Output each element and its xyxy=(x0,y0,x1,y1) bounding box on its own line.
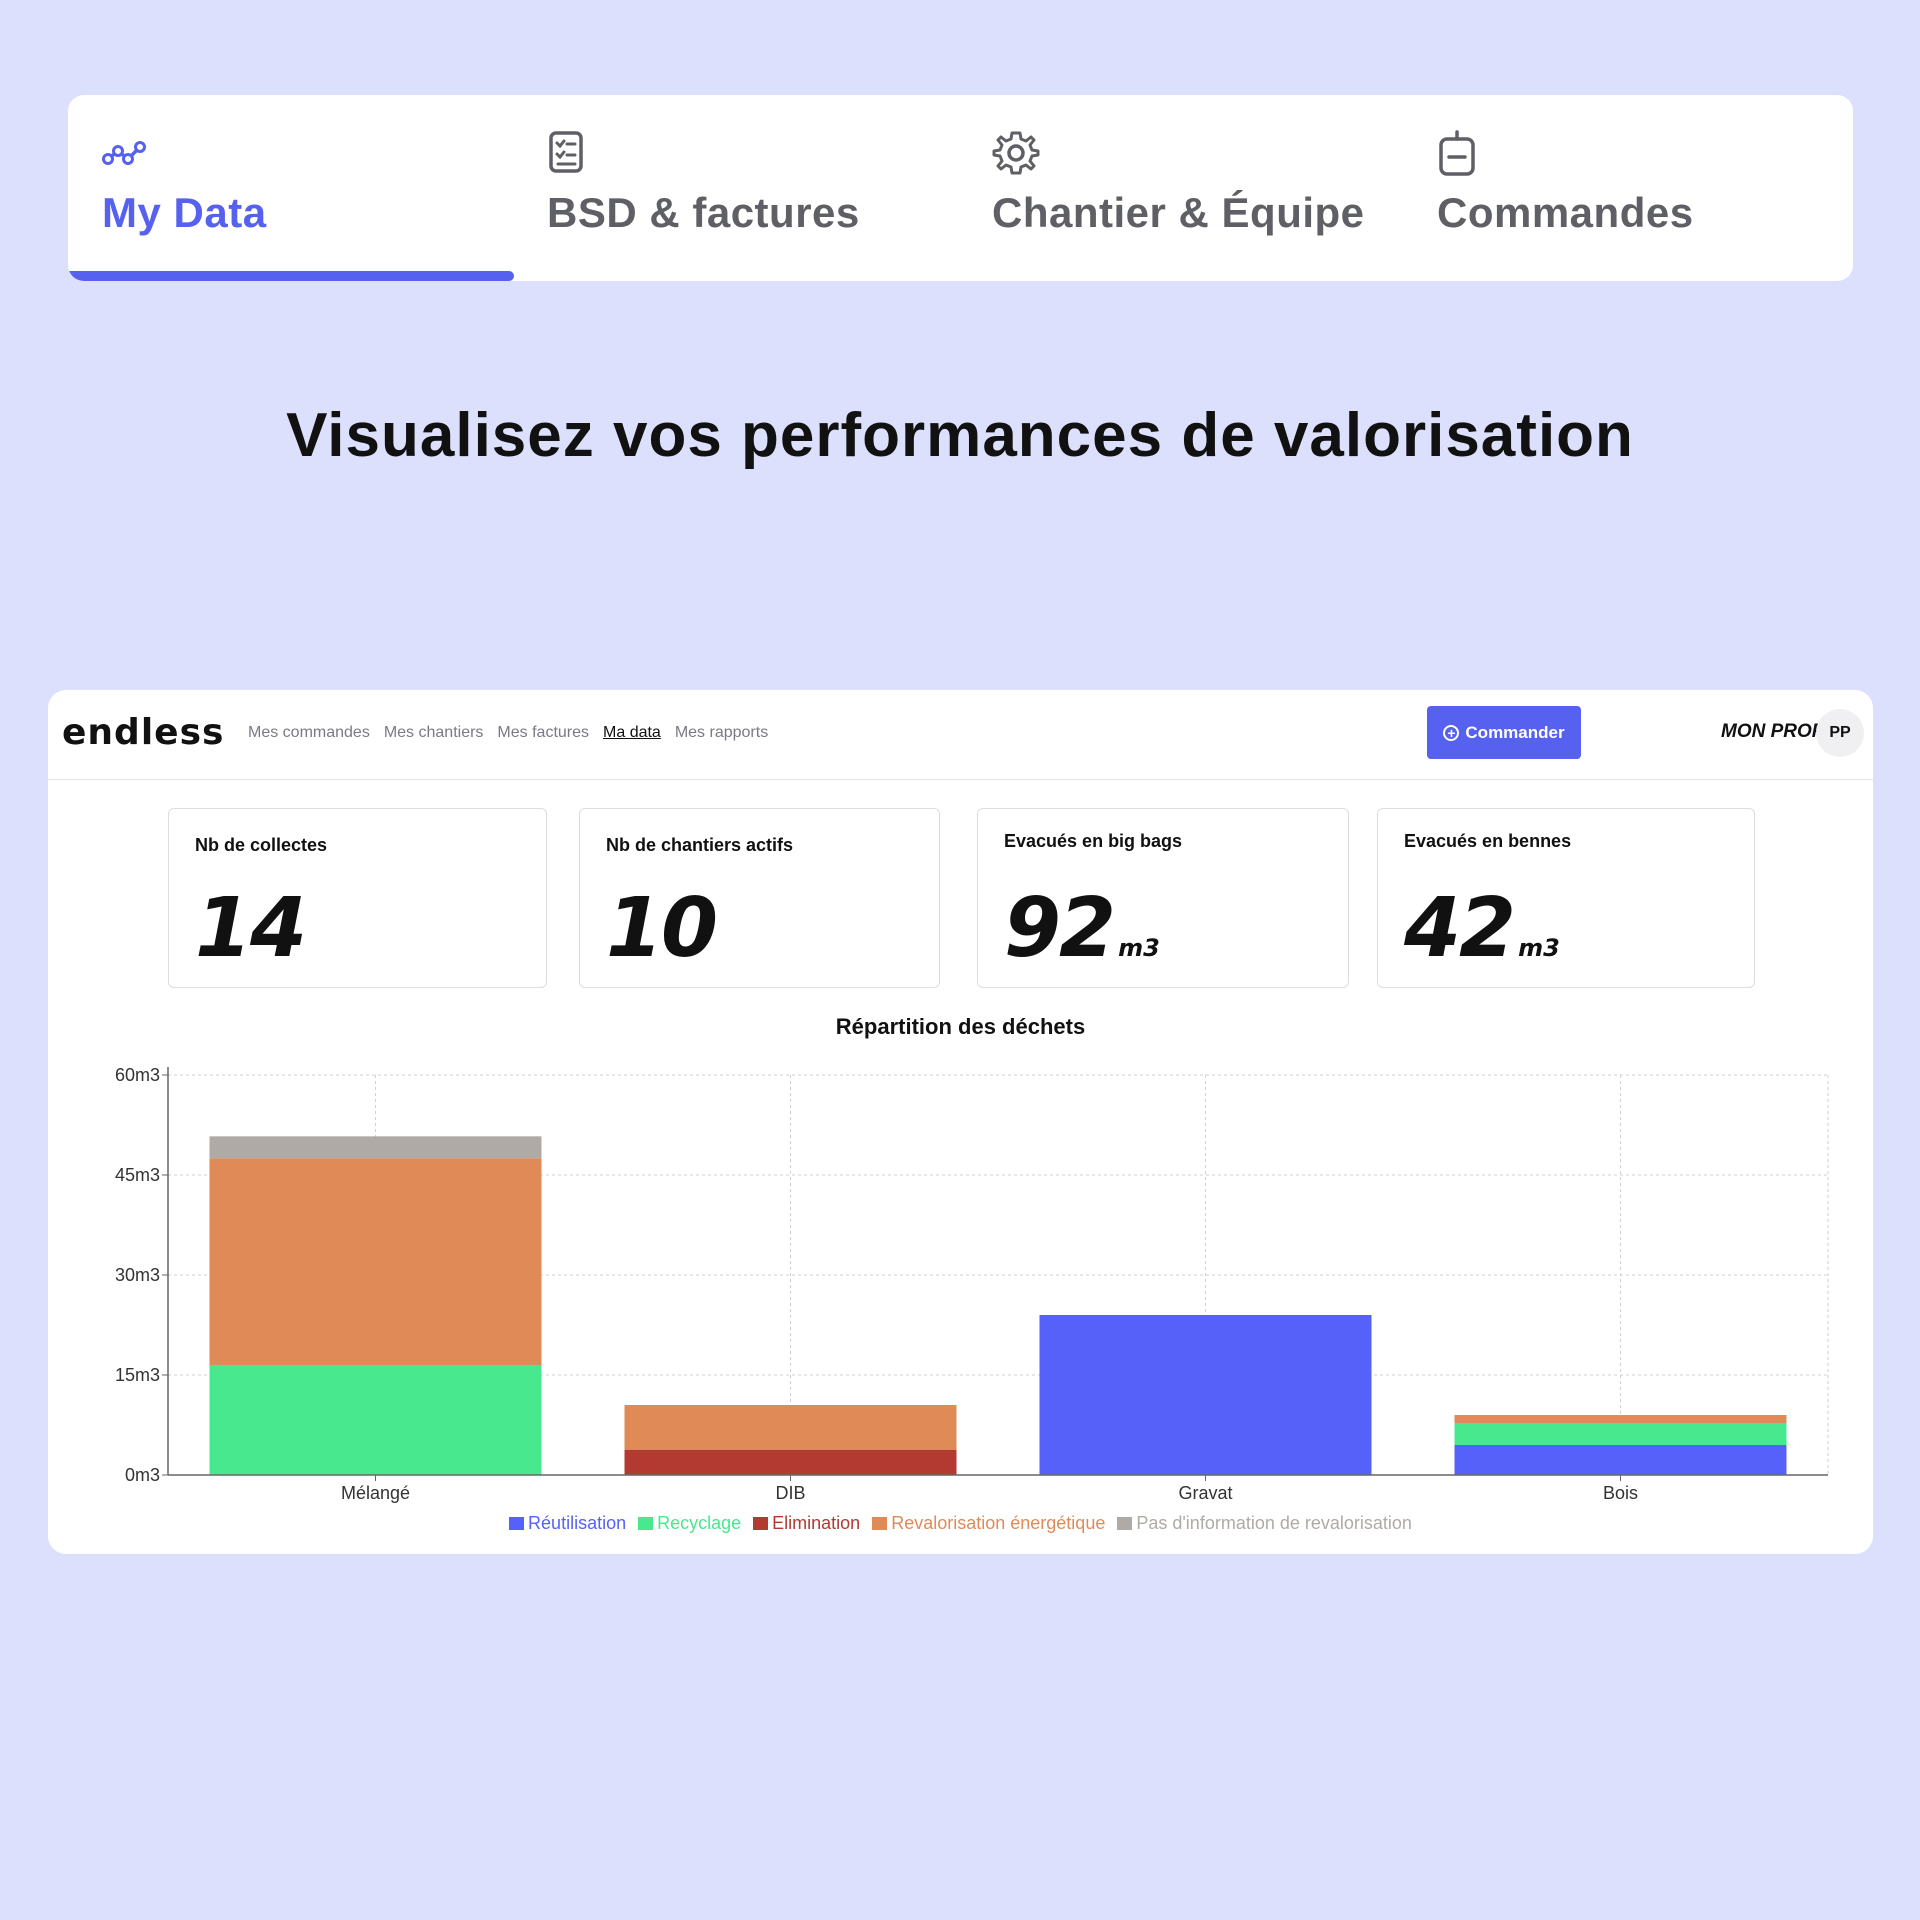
legend-swatch xyxy=(638,1517,654,1530)
stat-card-big-bags: Evacués en big bags 92 m3 xyxy=(977,808,1349,988)
bar-segment xyxy=(1454,1445,1787,1475)
legend-swatch xyxy=(872,1517,888,1530)
tab-chantier-equipe[interactable]: Chantier & Équipe xyxy=(958,95,1398,281)
tab-label: Chantier & Équipe xyxy=(992,189,1365,236)
nav-link-mes-chantiers[interactable]: Mes chantiers xyxy=(383,724,484,741)
waste-distribution-chart: 0m3 15m3 30m3 45m3 60m3 Mélangé DIB Gravat Bois xyxy=(115,1065,1829,1503)
plus-circle-icon: + xyxy=(1443,724,1460,741)
document-list-icon xyxy=(547,129,595,177)
page-headline: Visualisez vos performances de valorisat… xyxy=(286,401,1634,470)
stat-unit: m3 xyxy=(1118,934,1160,962)
stat-value: 10 xyxy=(606,881,718,976)
nav-link-mes-factures[interactable]: Mes factures xyxy=(497,724,590,741)
container-icon xyxy=(1437,129,1485,177)
legend-label: Elimination xyxy=(772,1513,861,1533)
stat-value: 14 xyxy=(195,881,307,976)
stat-value: 42 m3 xyxy=(1404,881,1560,976)
tab-bsd-factures[interactable]: BSD & factures xyxy=(513,95,953,281)
bar-segment xyxy=(209,1136,542,1159)
y-tick-label: 0m3 xyxy=(125,1465,160,1485)
top-navbar: endless Mes commandes Mes chantiers Mes … xyxy=(48,690,1873,780)
profile-link[interactable]: MON PROFIL xyxy=(1721,721,1841,742)
feature-tab-bar: My Data BSD & factures Chantier & Équipe xyxy=(68,95,1853,281)
stat-card-chantiers-actifs: Nb de chantiers actifs 10 xyxy=(579,808,940,988)
stat-unit: m3 xyxy=(1518,934,1560,962)
stat-label: Nb de collectes xyxy=(195,835,328,855)
stat-label: Evacués en big bags xyxy=(1004,831,1183,851)
legend-label: Recyclage xyxy=(657,1513,742,1533)
y-tick-label: 60m3 xyxy=(115,1065,160,1085)
commander-button-label: Commander xyxy=(1465,722,1565,742)
legend-item[interactable]: Pas d'information de revalorisation xyxy=(1117,1513,1412,1534)
x-tick-label: Mélangé xyxy=(341,1483,410,1503)
line-chart-icon xyxy=(102,129,150,177)
nav-link-ma-data[interactable]: Ma data xyxy=(603,724,661,741)
tab-label: My Data xyxy=(102,189,267,236)
gear-icon xyxy=(992,129,1040,177)
legend-label: Réutilisation xyxy=(528,1513,627,1533)
x-tick-label: Bois xyxy=(1603,1483,1638,1503)
y-tick-label: 15m3 xyxy=(115,1365,160,1385)
bar-segment xyxy=(624,1449,957,1475)
legend-swatch xyxy=(753,1517,769,1530)
legend-item[interactable]: Elimination xyxy=(753,1513,860,1534)
x-tick-label: DIB xyxy=(775,1483,805,1503)
app-window: endless Mes commandes Mes chantiers Mes … xyxy=(48,690,1873,1554)
brand-logo[interactable]: endless xyxy=(62,712,225,753)
tab-label: Commandes xyxy=(1437,189,1694,236)
bar-segment xyxy=(209,1158,542,1365)
bar-segment xyxy=(624,1405,957,1450)
y-tick-label: 45m3 xyxy=(115,1165,160,1185)
y-tick-label: 30m3 xyxy=(115,1265,160,1285)
legend-item[interactable]: Réutilisation xyxy=(509,1513,626,1534)
stat-value: 92 m3 xyxy=(1004,881,1160,976)
legend-swatch xyxy=(1117,1517,1133,1530)
chart-title: Répartition des déchets xyxy=(835,1014,1086,1039)
tab-commandes[interactable]: Commandes xyxy=(1403,95,1843,281)
avatar[interactable]: PP xyxy=(1816,709,1864,757)
nav-link-mes-commandes[interactable]: Mes commandes xyxy=(248,724,370,741)
nav-links: Mes commandes Mes chantiers Mes factures… xyxy=(248,724,768,742)
bar-segment xyxy=(1454,1415,1787,1423)
legend-label: Revalorisation énergétique xyxy=(891,1513,1106,1533)
tab-my-data[interactable]: My Data xyxy=(68,95,508,281)
commander-button[interactable]: + Commander xyxy=(1427,706,1581,759)
legend-swatch xyxy=(509,1517,525,1530)
nav-link-mes-rapports[interactable]: Mes rapports xyxy=(674,724,769,741)
legend-label: Pas d'information de revalorisation xyxy=(1136,1513,1412,1533)
legend-item[interactable]: Recyclage xyxy=(638,1513,741,1534)
stat-label: Evacués en bennes xyxy=(1404,831,1572,851)
bar-segment xyxy=(1039,1315,1372,1475)
bar-segment xyxy=(1454,1423,1787,1445)
bar-segment xyxy=(209,1365,542,1475)
legend-item[interactable]: Revalorisation énergétique xyxy=(872,1513,1105,1534)
active-tab-indicator xyxy=(68,271,514,281)
stat-card-bennes: Evacués en bennes 42 m3 xyxy=(1377,808,1755,988)
chart-legend: Réutilisation Recyclage Elimination Revalor… xyxy=(48,1513,1873,1534)
x-tick-label: Gravat xyxy=(1178,1483,1232,1503)
stat-label: Nb de chantiers actifs xyxy=(606,835,794,855)
tab-label: BSD & factures xyxy=(547,189,860,236)
stat-card-collectes: Nb de collectes 14 xyxy=(168,808,547,988)
